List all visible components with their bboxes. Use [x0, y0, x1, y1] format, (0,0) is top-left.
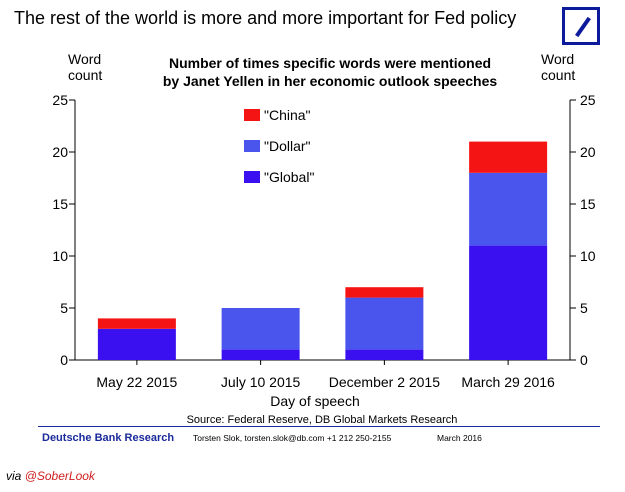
bar-segment [97, 328, 176, 360]
via-prefix: via [6, 469, 25, 483]
y-tick-label-right: 25 [580, 92, 596, 108]
y-axis-title-left: count [68, 67, 102, 83]
y-tick-label-left: 25 [52, 92, 68, 108]
y-tick-label-right: 0 [580, 352, 588, 368]
y-tick-label-left: 10 [52, 248, 68, 264]
y-axis-title-left: Word [68, 51, 101, 67]
legend-label: "China" [264, 107, 311, 123]
deutsche-bank-logo-icon [562, 7, 600, 45]
y-tick-label-left: 5 [60, 300, 68, 316]
chart-title-line: by Janet Yellen in her economic outlook … [163, 73, 498, 89]
legend-swatch [244, 171, 260, 183]
bar-segment [469, 172, 548, 246]
via-handle-link[interactable]: @SoberLook [24, 469, 95, 483]
y-axis-title-right: count [541, 67, 575, 83]
y-tick-label-right: 15 [580, 196, 596, 212]
legend-label: "Dollar" [264, 138, 311, 154]
bar-segment [469, 245, 548, 360]
chart-title-line: Number of times specific words were ment… [169, 55, 491, 71]
y-axis-title-right: Word [541, 51, 574, 67]
bar-segment [469, 141, 548, 173]
y-tick-label-left: 20 [52, 144, 68, 160]
bar-segment [221, 308, 300, 350]
bar-segment [221, 349, 300, 360]
footer-date: March 2016 [437, 433, 482, 443]
y-tick-label-right: 5 [580, 300, 588, 316]
legend-swatch [244, 109, 260, 121]
x-tick-label: March 29 2016 [461, 374, 555, 390]
y-tick-label-right: 20 [580, 144, 596, 160]
bar-segment [345, 297, 424, 350]
headline: The rest of the world is more and more i… [14, 8, 517, 28]
chart: Number of times specific words were ment… [52, 51, 596, 426]
legend-swatch [244, 140, 260, 152]
x-axis-title: Day of speech [270, 393, 360, 409]
legend-label: "Global" [264, 169, 314, 185]
footer-divider [38, 426, 600, 427]
y-tick-label-right: 10 [580, 248, 596, 264]
y-tick-label-left: 0 [60, 352, 68, 368]
x-tick-label: December 2 2015 [329, 374, 441, 390]
x-tick-label: May 22 2015 [96, 374, 177, 390]
bar-segment [345, 287, 424, 298]
x-tick-label: July 10 2015 [221, 374, 301, 390]
via-credit: via @SoberLook [6, 469, 95, 483]
bar-segment [97, 318, 176, 329]
bar-segment [345, 349, 424, 360]
y-tick-label-left: 15 [52, 196, 68, 212]
footer-contact: Torsten Slok, torsten.slok@db.com +1 212… [193, 433, 392, 443]
source-note: Source: Federal Reserve, DB Global Marke… [187, 414, 458, 426]
footer-brand: Deutsche Bank Research [42, 432, 175, 444]
